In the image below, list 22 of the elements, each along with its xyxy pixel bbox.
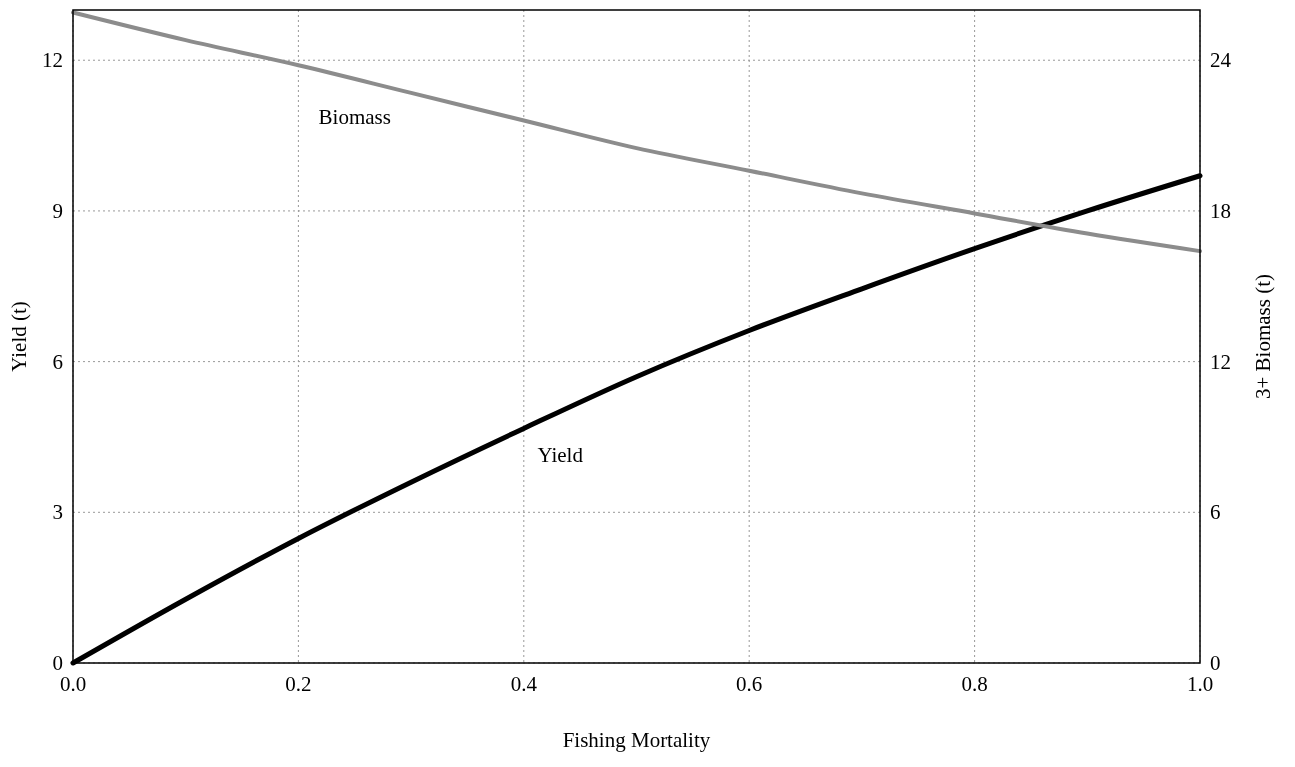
y-tick-label: 6: [52, 349, 63, 374]
y2-axis-title: 3+ Biomass (t): [1251, 273, 1275, 400]
y2-tick-label: 0: [1210, 651, 1221, 675]
y2-tick-label: 24: [1210, 48, 1232, 73]
x-tick-label: 0.6: [736, 672, 763, 696]
line-series: [71, 10, 1202, 254]
x-tick-label: 0.0: [59, 672, 87, 696]
y-axis-title: Yield (t): [7, 301, 31, 372]
x-tick-label: 0.8: [961, 672, 988, 696]
x-tick-label: 0.4: [510, 672, 538, 696]
y2-tick-label: 12: [1210, 349, 1231, 374]
y-tick-label: 3: [52, 500, 63, 525]
y-tick-label: 9: [52, 198, 63, 223]
x-tick-label: 0.2: [285, 672, 312, 696]
y2-tick-label: 6: [1210, 500, 1221, 525]
y-tick-label: 12: [42, 48, 63, 73]
y-tick-label: 0: [52, 651, 63, 675]
series-label: Biomass: [318, 104, 391, 129]
x-axis-title: Fishing Mortality: [562, 728, 711, 752]
series-label: Yield: [537, 443, 584, 468]
x-tick-label: 1.0: [1186, 672, 1214, 696]
y2-tick-label: 18: [1210, 198, 1231, 223]
